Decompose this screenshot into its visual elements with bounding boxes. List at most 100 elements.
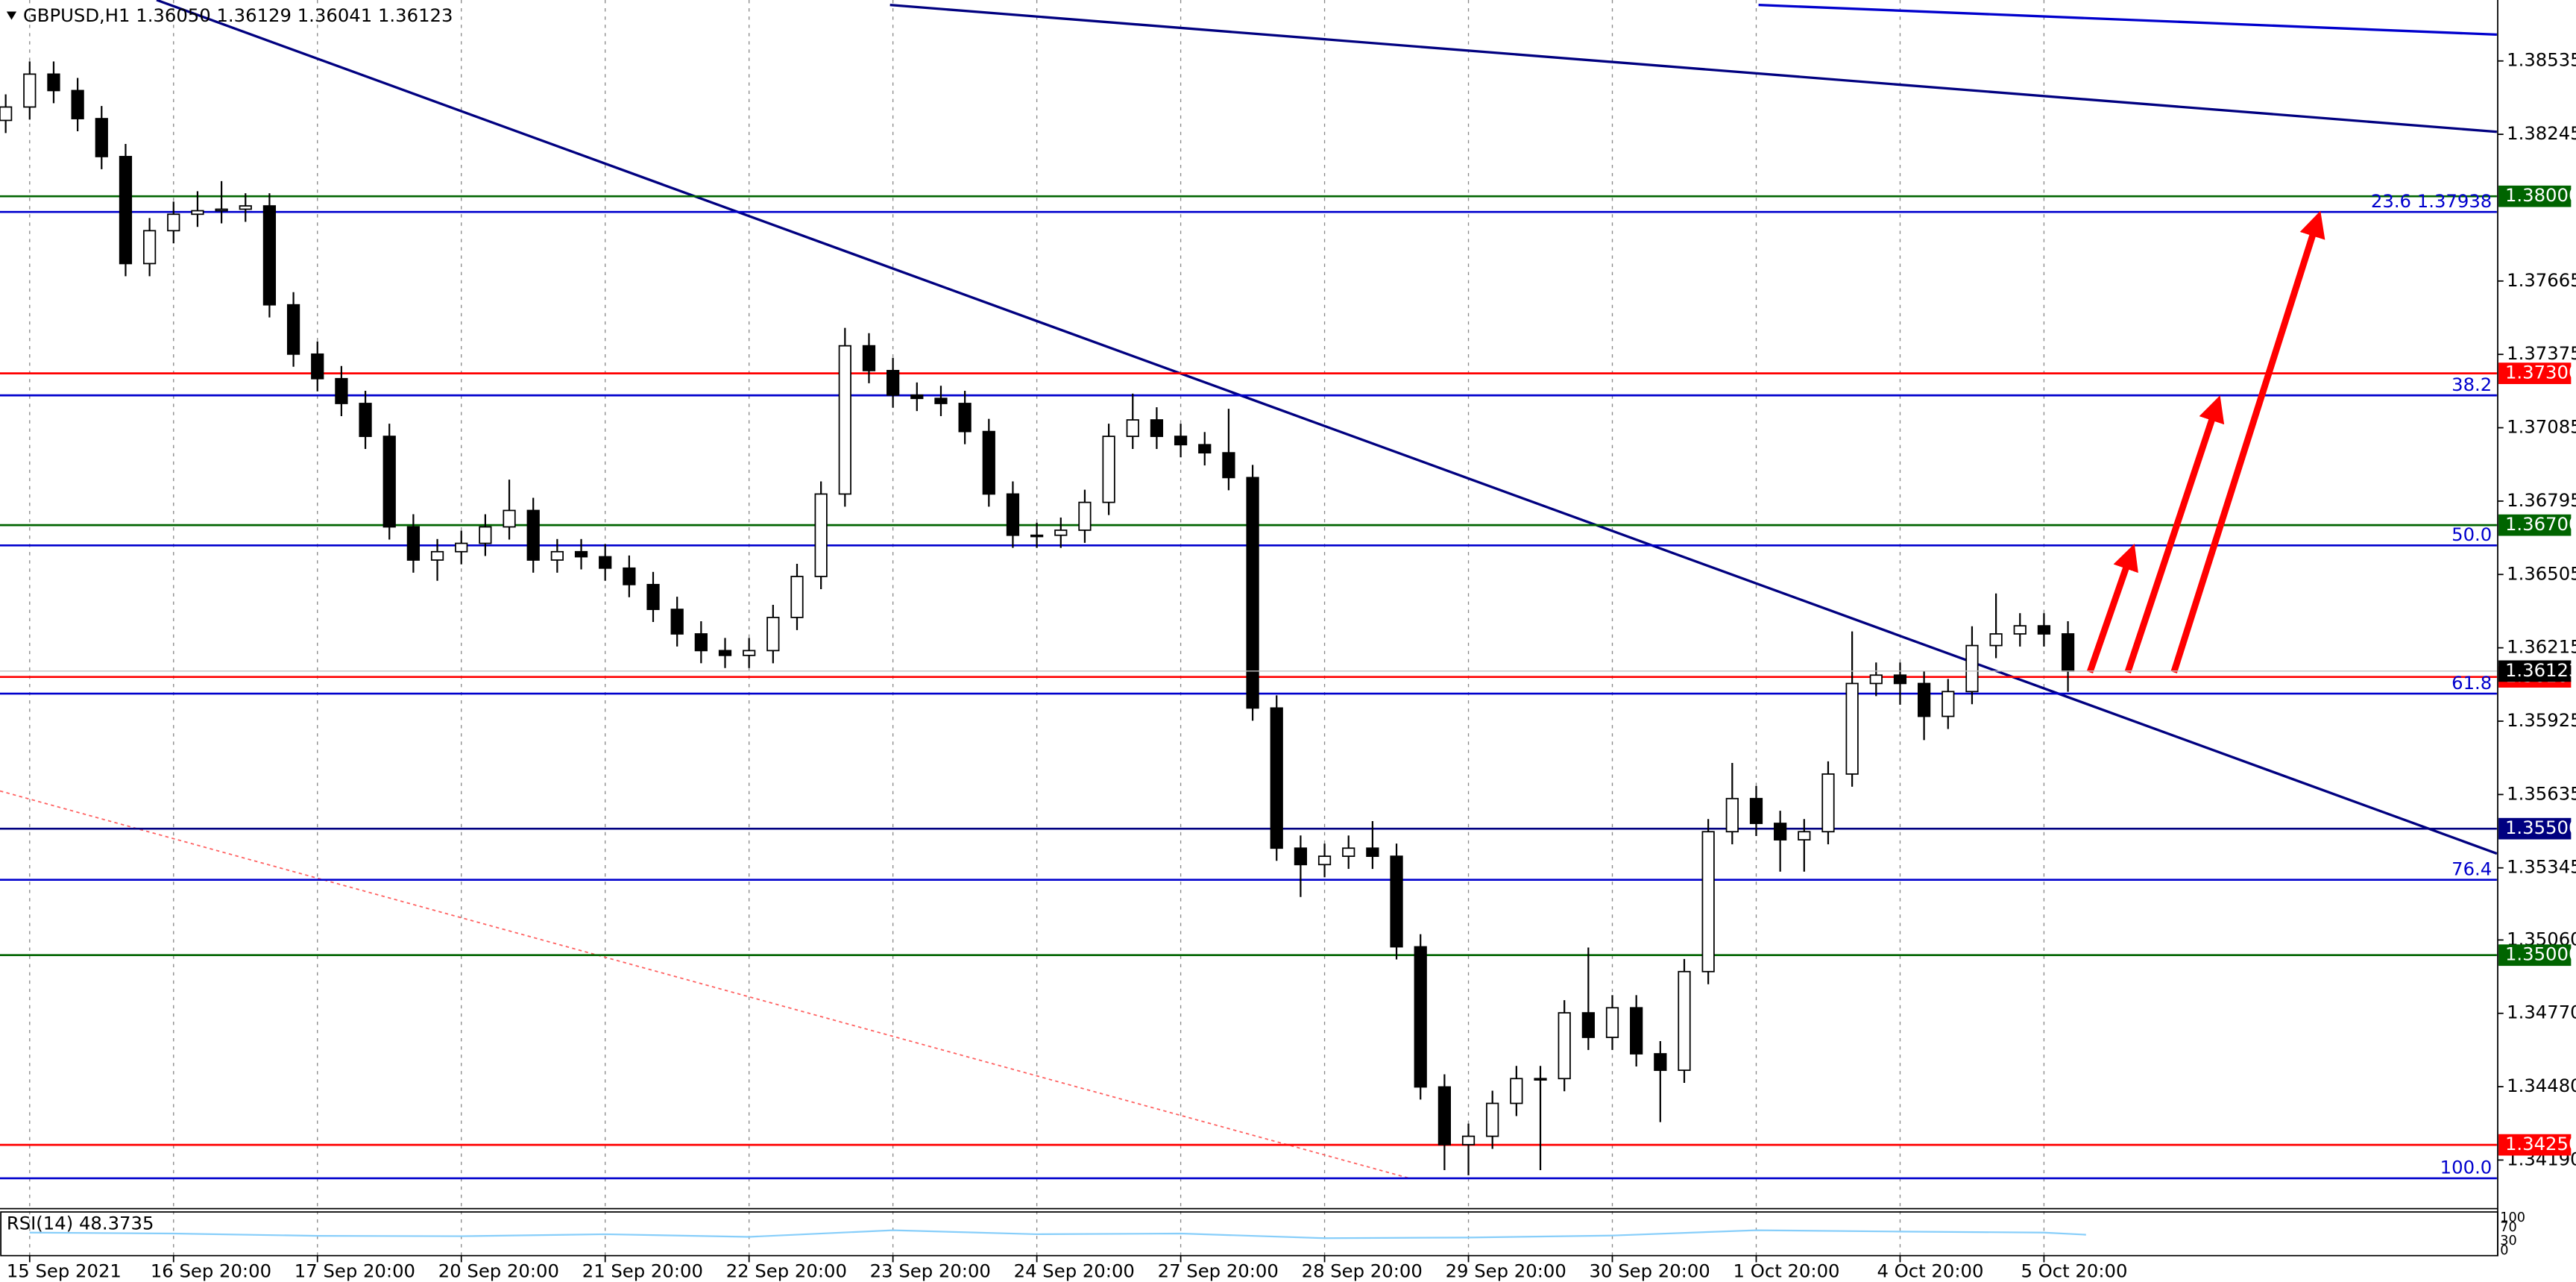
candle-body (1989, 633, 2003, 647)
candle-body (1845, 682, 1859, 775)
candle-body (167, 213, 180, 232)
candle-body (1294, 847, 1308, 866)
candle-body (47, 73, 60, 92)
header-high: 1.36129 (216, 4, 292, 26)
candle-body (142, 230, 157, 265)
y-tick-label: 1.37085 (2507, 416, 2576, 438)
candle-body (1030, 534, 1044, 538)
candle-body (2061, 633, 2075, 672)
y-tick-label: 1.35635 (2507, 782, 2576, 804)
fibo-ratio: 50.0 (2451, 524, 2492, 545)
candle-body (1102, 436, 1115, 503)
rsi-tick-label: 0 (2500, 1243, 2508, 1258)
candle-body (1461, 1135, 1476, 1146)
candle-body (1510, 1078, 1523, 1105)
candle-body (0, 106, 13, 122)
candle-body (1678, 970, 1691, 1071)
chart-header: GBPUSD,H1 1.36050 1.36129 1.36041 1.3612… (23, 4, 453, 26)
x-tick-label: 29 Sep 20:00 (1446, 1260, 1566, 1282)
x-tick-label: 15 Sep 2021 (7, 1260, 122, 1282)
level-price-box (2498, 185, 2572, 207)
candle-body (1126, 419, 1139, 437)
candle-body (1893, 674, 1907, 685)
candle-body (526, 509, 540, 561)
x-tick-label: 20 Sep 20:00 (438, 1260, 559, 1282)
candle-body (1174, 436, 1188, 446)
level-price-label: 1.34250 (2505, 1133, 2576, 1154)
y-tick-label: 1.38535 (2507, 49, 2576, 71)
header-open: 1.36050 (136, 4, 211, 26)
candle-body (623, 567, 636, 585)
candle-body (455, 542, 468, 553)
candle-body (1558, 1012, 1571, 1080)
candle-body (95, 118, 108, 157)
candle-body (743, 650, 756, 656)
fibo-label: 76.4 (2451, 858, 2492, 879)
candle-body (1078, 501, 1092, 531)
candle-body (1054, 530, 1068, 536)
y-tick-label: 1.37375 (2507, 342, 2576, 364)
level-price-label: 1.35500 (2505, 817, 2576, 838)
candle-body (215, 208, 228, 212)
x-tick-label: 27 Sep 20:00 (1158, 1260, 1279, 1282)
candle-body (550, 550, 564, 561)
candle-body (958, 403, 971, 433)
candle-body (1869, 674, 1883, 685)
rsi-tick-label: 70 (2500, 1220, 2517, 1235)
candle-body (430, 550, 444, 561)
candle-body (1534, 1078, 1547, 1081)
last-price-label: 1.36123 (2505, 659, 2576, 681)
candle-body (838, 345, 851, 495)
fibo-label: 61.8 (2451, 672, 2492, 694)
candle-body (1821, 773, 1835, 833)
candle-body (718, 650, 732, 656)
candle-body (646, 583, 660, 610)
level-price-label: 1.37300 (2505, 362, 2576, 383)
level-price-label: 1.38000 (2505, 184, 2576, 206)
x-tick-label: 21 Sep 20:00 (582, 1260, 703, 1282)
candle-body (1006, 493, 1020, 536)
candle-body (1605, 1007, 1619, 1038)
candle-body (934, 398, 948, 404)
candle-body (1486, 1102, 1499, 1137)
candle-body (1150, 419, 1164, 437)
x-tick-label: 30 Sep 20:00 (1590, 1260, 1710, 1282)
x-tick-label: 24 Sep 20:00 (1014, 1260, 1135, 1282)
fibo-label: 38.2 (2451, 374, 2492, 395)
candle-body (1437, 1086, 1451, 1146)
y-tick-label: 1.38245 (2507, 122, 2576, 144)
rsi-label: RSI(14) 48.3735 (7, 1213, 154, 1234)
trendlines (0, 0, 2498, 1179)
fibo-label: 50.0 (2451, 524, 2492, 545)
y-tick-label: 1.36505 (2507, 562, 2576, 584)
menu-triangle (6, 11, 17, 20)
level-price-box (2498, 362, 2572, 384)
rsi-panel (0, 1211, 2498, 1257)
rsi-name: RSI(14) (7, 1213, 73, 1234)
symbol: GBPUSD,H1 (23, 4, 130, 26)
candle-body (1317, 855, 1332, 866)
candle-body (2013, 625, 2027, 635)
level-price-label: 1.35000 (2505, 943, 2576, 965)
candle-body (887, 370, 900, 396)
candle-body (1222, 452, 1235, 479)
x-tick-label: 17 Sep 20:00 (295, 1260, 415, 1282)
level-price-label: 1.36700 (2505, 513, 2576, 535)
candle-body (1774, 823, 1787, 840)
fibo-ratio: 61.8 (2451, 672, 2492, 694)
candle-body (766, 617, 780, 652)
candle-body (239, 205, 252, 210)
candle-body (790, 576, 804, 618)
y-tick-label: 1.36795 (2507, 489, 2576, 511)
candle-body (1798, 831, 1811, 840)
fibo-ratio: 76.4 (2451, 858, 2492, 879)
arrow (2086, 544, 2138, 673)
fibo-label: 23.6 1.37938 (2371, 190, 2492, 212)
arrow (2170, 210, 2325, 673)
header-close: 1.36123 (378, 4, 453, 26)
y-tick-label: 1.35925 (2507, 709, 2576, 731)
candle-body (1725, 797, 1739, 833)
candle-body (479, 526, 492, 544)
fibo-label: 100.0 (2440, 1157, 2492, 1178)
